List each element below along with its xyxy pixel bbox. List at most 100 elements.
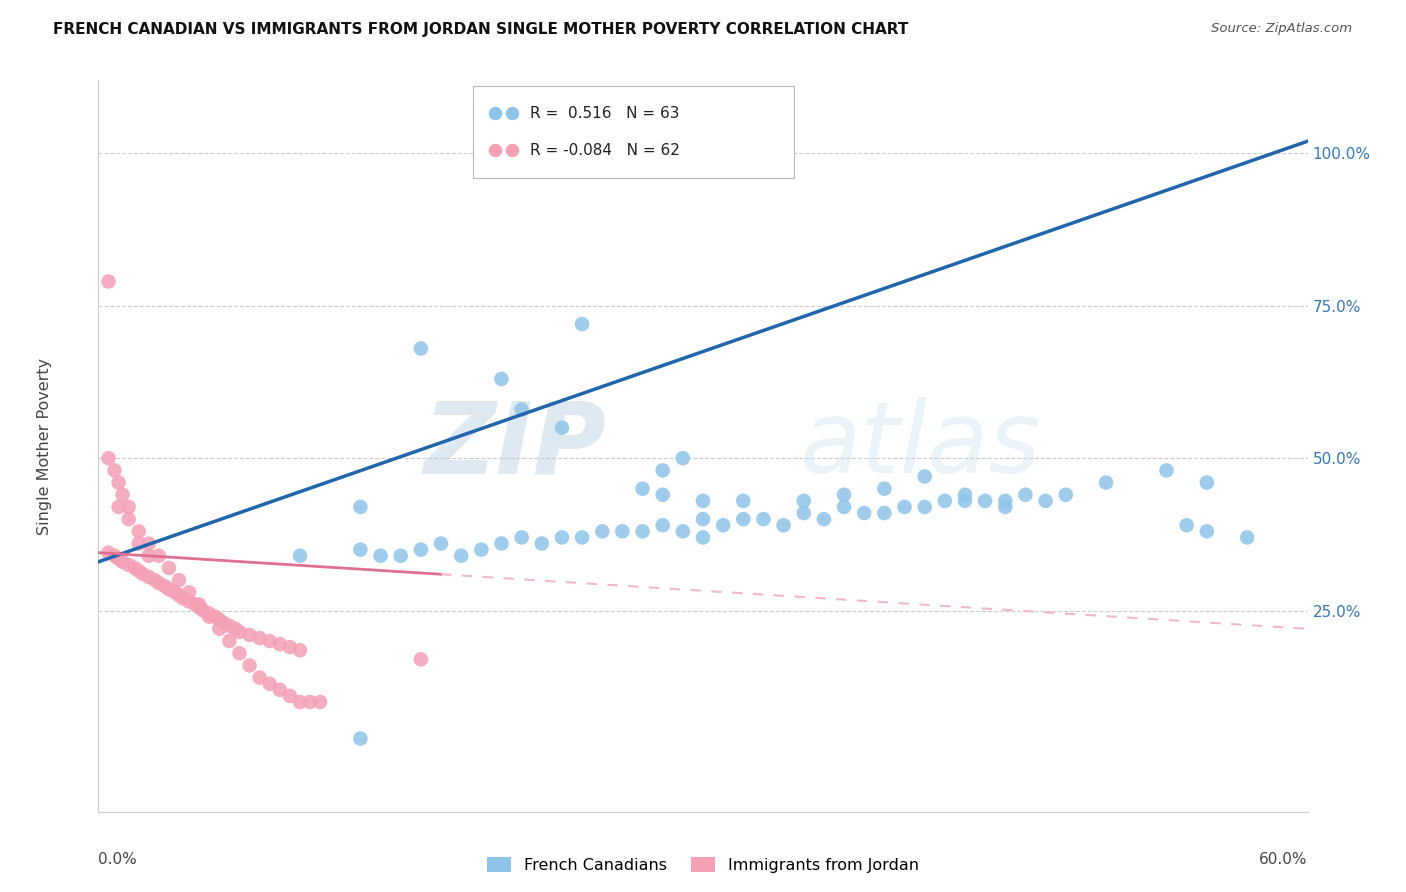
Text: Source: ZipAtlas.com: Source: ZipAtlas.com	[1212, 22, 1353, 36]
Point	[530, 536, 553, 550]
Point	[1195, 524, 1218, 539]
Point	[249, 671, 271, 685]
Point	[157, 561, 180, 575]
Point	[228, 646, 250, 660]
Point	[776, 174, 799, 188]
Point	[309, 695, 332, 709]
Point	[148, 549, 170, 563]
Point	[167, 573, 190, 587]
Point	[853, 506, 876, 520]
Point	[1175, 518, 1198, 533]
Point	[953, 488, 976, 502]
Text: R = -0.084   N = 62: R = -0.084 N = 62	[530, 143, 681, 158]
Point	[288, 549, 311, 563]
Point	[179, 585, 201, 599]
Point	[1156, 463, 1178, 477]
Point	[349, 731, 371, 746]
Text: Single Mother Poverty: Single Mother Poverty	[37, 358, 52, 534]
Point	[651, 463, 673, 477]
Point	[179, 594, 201, 608]
Point	[132, 567, 155, 582]
Text: R =  0.516   N = 63: R = 0.516 N = 63	[530, 106, 679, 120]
Point	[733, 494, 755, 508]
Point	[491, 372, 513, 386]
Point	[107, 500, 129, 514]
Point	[97, 275, 120, 289]
Point	[224, 622, 246, 636]
Point	[118, 512, 141, 526]
Text: 60.0%: 60.0%	[1260, 852, 1308, 867]
Point	[349, 542, 371, 557]
Point	[491, 536, 513, 550]
Point	[873, 506, 896, 520]
Point	[193, 604, 215, 618]
Point	[1095, 475, 1118, 490]
Point	[914, 469, 936, 483]
Point	[772, 518, 794, 533]
Point	[107, 475, 129, 490]
Point	[138, 549, 160, 563]
Point	[1035, 494, 1057, 508]
Legend: French Canadians, Immigrants from Jordan: French Canadians, Immigrants from Jordan	[481, 851, 925, 880]
Point	[288, 643, 311, 657]
Point	[269, 637, 291, 651]
Point	[1054, 488, 1077, 502]
Point	[510, 530, 533, 544]
Point	[239, 628, 262, 642]
Point	[1195, 475, 1218, 490]
Point	[188, 598, 211, 612]
Point	[259, 676, 281, 690]
Point	[994, 494, 1017, 508]
FancyBboxPatch shape	[474, 87, 793, 178]
Point	[748, 174, 770, 188]
Point	[198, 607, 221, 621]
Point	[288, 695, 311, 709]
Point	[370, 549, 392, 563]
Point	[934, 494, 956, 508]
Point	[752, 512, 775, 526]
Point	[631, 524, 654, 539]
Point	[278, 689, 301, 703]
Point	[157, 582, 180, 597]
Point	[450, 549, 472, 563]
Text: 0.0%: 0.0%	[98, 852, 138, 867]
Point	[612, 524, 634, 539]
Point	[873, 482, 896, 496]
Point	[832, 500, 855, 514]
Text: ZIP: ZIP	[423, 398, 606, 494]
Point	[198, 609, 221, 624]
Point	[914, 500, 936, 514]
Point	[893, 500, 915, 514]
Point	[551, 421, 574, 435]
Point	[172, 591, 194, 606]
Point	[470, 542, 492, 557]
Point	[672, 451, 695, 466]
Point	[208, 622, 231, 636]
Point	[128, 536, 150, 550]
Point	[349, 500, 371, 514]
Text: atlas: atlas	[800, 398, 1042, 494]
Point	[128, 524, 150, 539]
Point	[409, 542, 432, 557]
Point	[631, 482, 654, 496]
Point	[103, 549, 125, 563]
Point	[692, 530, 714, 544]
Point	[124, 561, 146, 575]
Point	[692, 512, 714, 526]
Point	[188, 600, 211, 615]
Point	[409, 652, 432, 666]
Point	[107, 551, 129, 566]
Point	[793, 494, 815, 508]
Point	[239, 658, 262, 673]
Point	[832, 488, 855, 502]
Point	[103, 463, 125, 477]
Point	[138, 570, 160, 584]
Point	[163, 585, 186, 599]
Point	[733, 512, 755, 526]
Point	[118, 500, 141, 514]
Point	[776, 204, 799, 219]
Point	[651, 518, 673, 533]
Point	[269, 682, 291, 697]
Text: FRENCH CANADIAN VS IMMIGRANTS FROM JORDAN SINGLE MOTHER POVERTY CORRELATION CHAR: FRENCH CANADIAN VS IMMIGRANTS FROM JORDA…	[53, 22, 908, 37]
Point	[128, 564, 150, 578]
